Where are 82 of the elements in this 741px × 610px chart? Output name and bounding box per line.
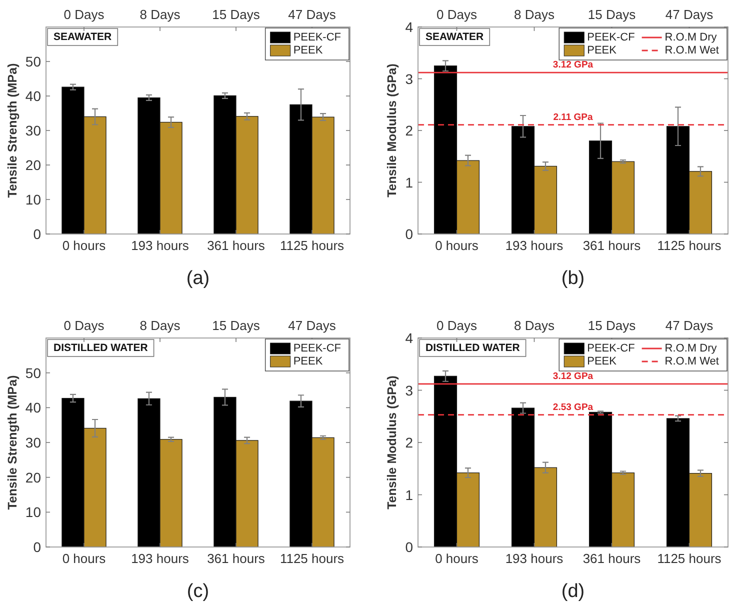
text: 8 Days	[514, 318, 555, 333]
text: 0 Days	[436, 7, 478, 22]
text: 0 Days	[64, 318, 105, 333]
legend-label: PEEK-CF	[293, 342, 342, 354]
y-tick-label: 0	[405, 539, 414, 555]
y-tick-label: 20	[25, 469, 42, 486]
chart-title: DISTILLED WATER	[53, 342, 148, 354]
text: (b)	[561, 268, 585, 289]
text: 8 Days	[514, 7, 555, 22]
text: 47 Days	[288, 7, 336, 22]
legend-label: R.O.M Dry	[664, 32, 718, 44]
annotation: 3.12 GPa	[552, 60, 594, 71]
legend-label: PEEK-CF	[587, 32, 636, 44]
x-tick-label: 361 hours	[207, 238, 266, 253]
y-tick-label: 20	[25, 157, 42, 173]
text: 47 Days	[665, 318, 714, 333]
x-tick-label: 0 hours	[435, 551, 479, 566]
x-tick-label: 1125 hours	[657, 551, 722, 566]
x-tick-label: 0 hours	[435, 238, 479, 253]
text: 47 Days	[665, 7, 714, 22]
y-tick-label: 10	[25, 192, 42, 208]
text: 15 Days	[588, 7, 636, 22]
legend-label: PEEK	[293, 44, 324, 56]
x-tick-label: 361 hours	[582, 238, 642, 253]
legend-label: PEEK-CF	[587, 342, 636, 354]
x-tick-label: 193 hours	[131, 551, 190, 566]
legend-label: PEEK	[293, 356, 324, 368]
y-tick-label: 4	[405, 19, 414, 35]
text: 15 Days	[212, 7, 260, 22]
x-tick-label: 1125 hours	[657, 238, 722, 253]
text: 8 Days	[140, 318, 181, 333]
annotation: 2.53 GPa	[552, 402, 594, 413]
annotation: 2.11 GPa	[553, 112, 594, 123]
x-tick-label: 1125 hours	[280, 551, 345, 566]
chart-title: SEAWATER	[425, 31, 484, 43]
legend-label: R.O.M Wet	[664, 44, 720, 56]
x-tick-label: 1125 hours	[280, 238, 345, 253]
y-tick-label: 30	[25, 122, 42, 138]
x-tick-label: 361 hours	[207, 551, 266, 566]
y-tick-label: 3	[405, 70, 414, 87]
y-tick-label: 4	[405, 330, 414, 346]
legend-label: R.O.M Dry	[664, 342, 718, 354]
y-tick-label: 1	[405, 174, 414, 190]
legend-label: R.O.M Wet	[664, 356, 720, 368]
y-tick-label: 0	[33, 226, 42, 242]
x-tick-label: 0 hours	[62, 551, 106, 566]
y-tick-label: 40	[25, 400, 42, 416]
text: (c)	[186, 581, 210, 602]
y-axis-title: Tensile Strength (MPa)	[5, 63, 20, 198]
y-tick-label: 50	[25, 54, 42, 70]
legend-label: PEEK-CF	[293, 32, 342, 44]
text: 0 Days	[64, 7, 105, 22]
y-tick-label: 3	[405, 382, 414, 398]
text: 8 Days	[140, 7, 181, 22]
chart-title: SEAWATER	[53, 31, 112, 43]
annotation: 3.12 GPa	[552, 370, 594, 382]
y-axis-title: Tensile Modulus (GPa)	[385, 64, 400, 198]
y-tick-label: 10	[25, 504, 42, 520]
text: 0 Days	[436, 318, 478, 333]
y-tick-label: 0	[33, 539, 42, 555]
text: 15 Days	[588, 318, 636, 333]
y-tick-label: 40	[25, 88, 42, 104]
text: (a)	[186, 268, 210, 289]
y-tick-label: 50	[25, 364, 42, 381]
y-tick-label: 1	[405, 486, 414, 503]
x-tick-label: 361 hours	[582, 551, 642, 566]
x-tick-label: 193 hours	[505, 551, 564, 566]
x-tick-label: 193 hours	[505, 238, 564, 253]
y-tick-label: 2	[405, 434, 414, 450]
text: 15 Days	[212, 318, 260, 333]
x-tick-label: 193 hours	[131, 238, 190, 253]
y-tick-label: 30	[25, 434, 42, 450]
legend-label: PEEK	[587, 44, 618, 56]
legend-label: PEEK	[587, 356, 618, 368]
text: 47 Days	[288, 318, 336, 333]
y-axis-title: Tensile Modulus (GPa)	[385, 376, 400, 510]
y-axis-title: Tensile Strength (MPa)	[5, 375, 20, 510]
y-tick-label: 2	[405, 122, 414, 138]
chart-title: DISTILLED WATER	[425, 342, 520, 354]
text: (d)	[561, 581, 585, 602]
x-tick-label: 0 hours	[62, 238, 106, 253]
y-tick-label: 0	[405, 226, 414, 242]
